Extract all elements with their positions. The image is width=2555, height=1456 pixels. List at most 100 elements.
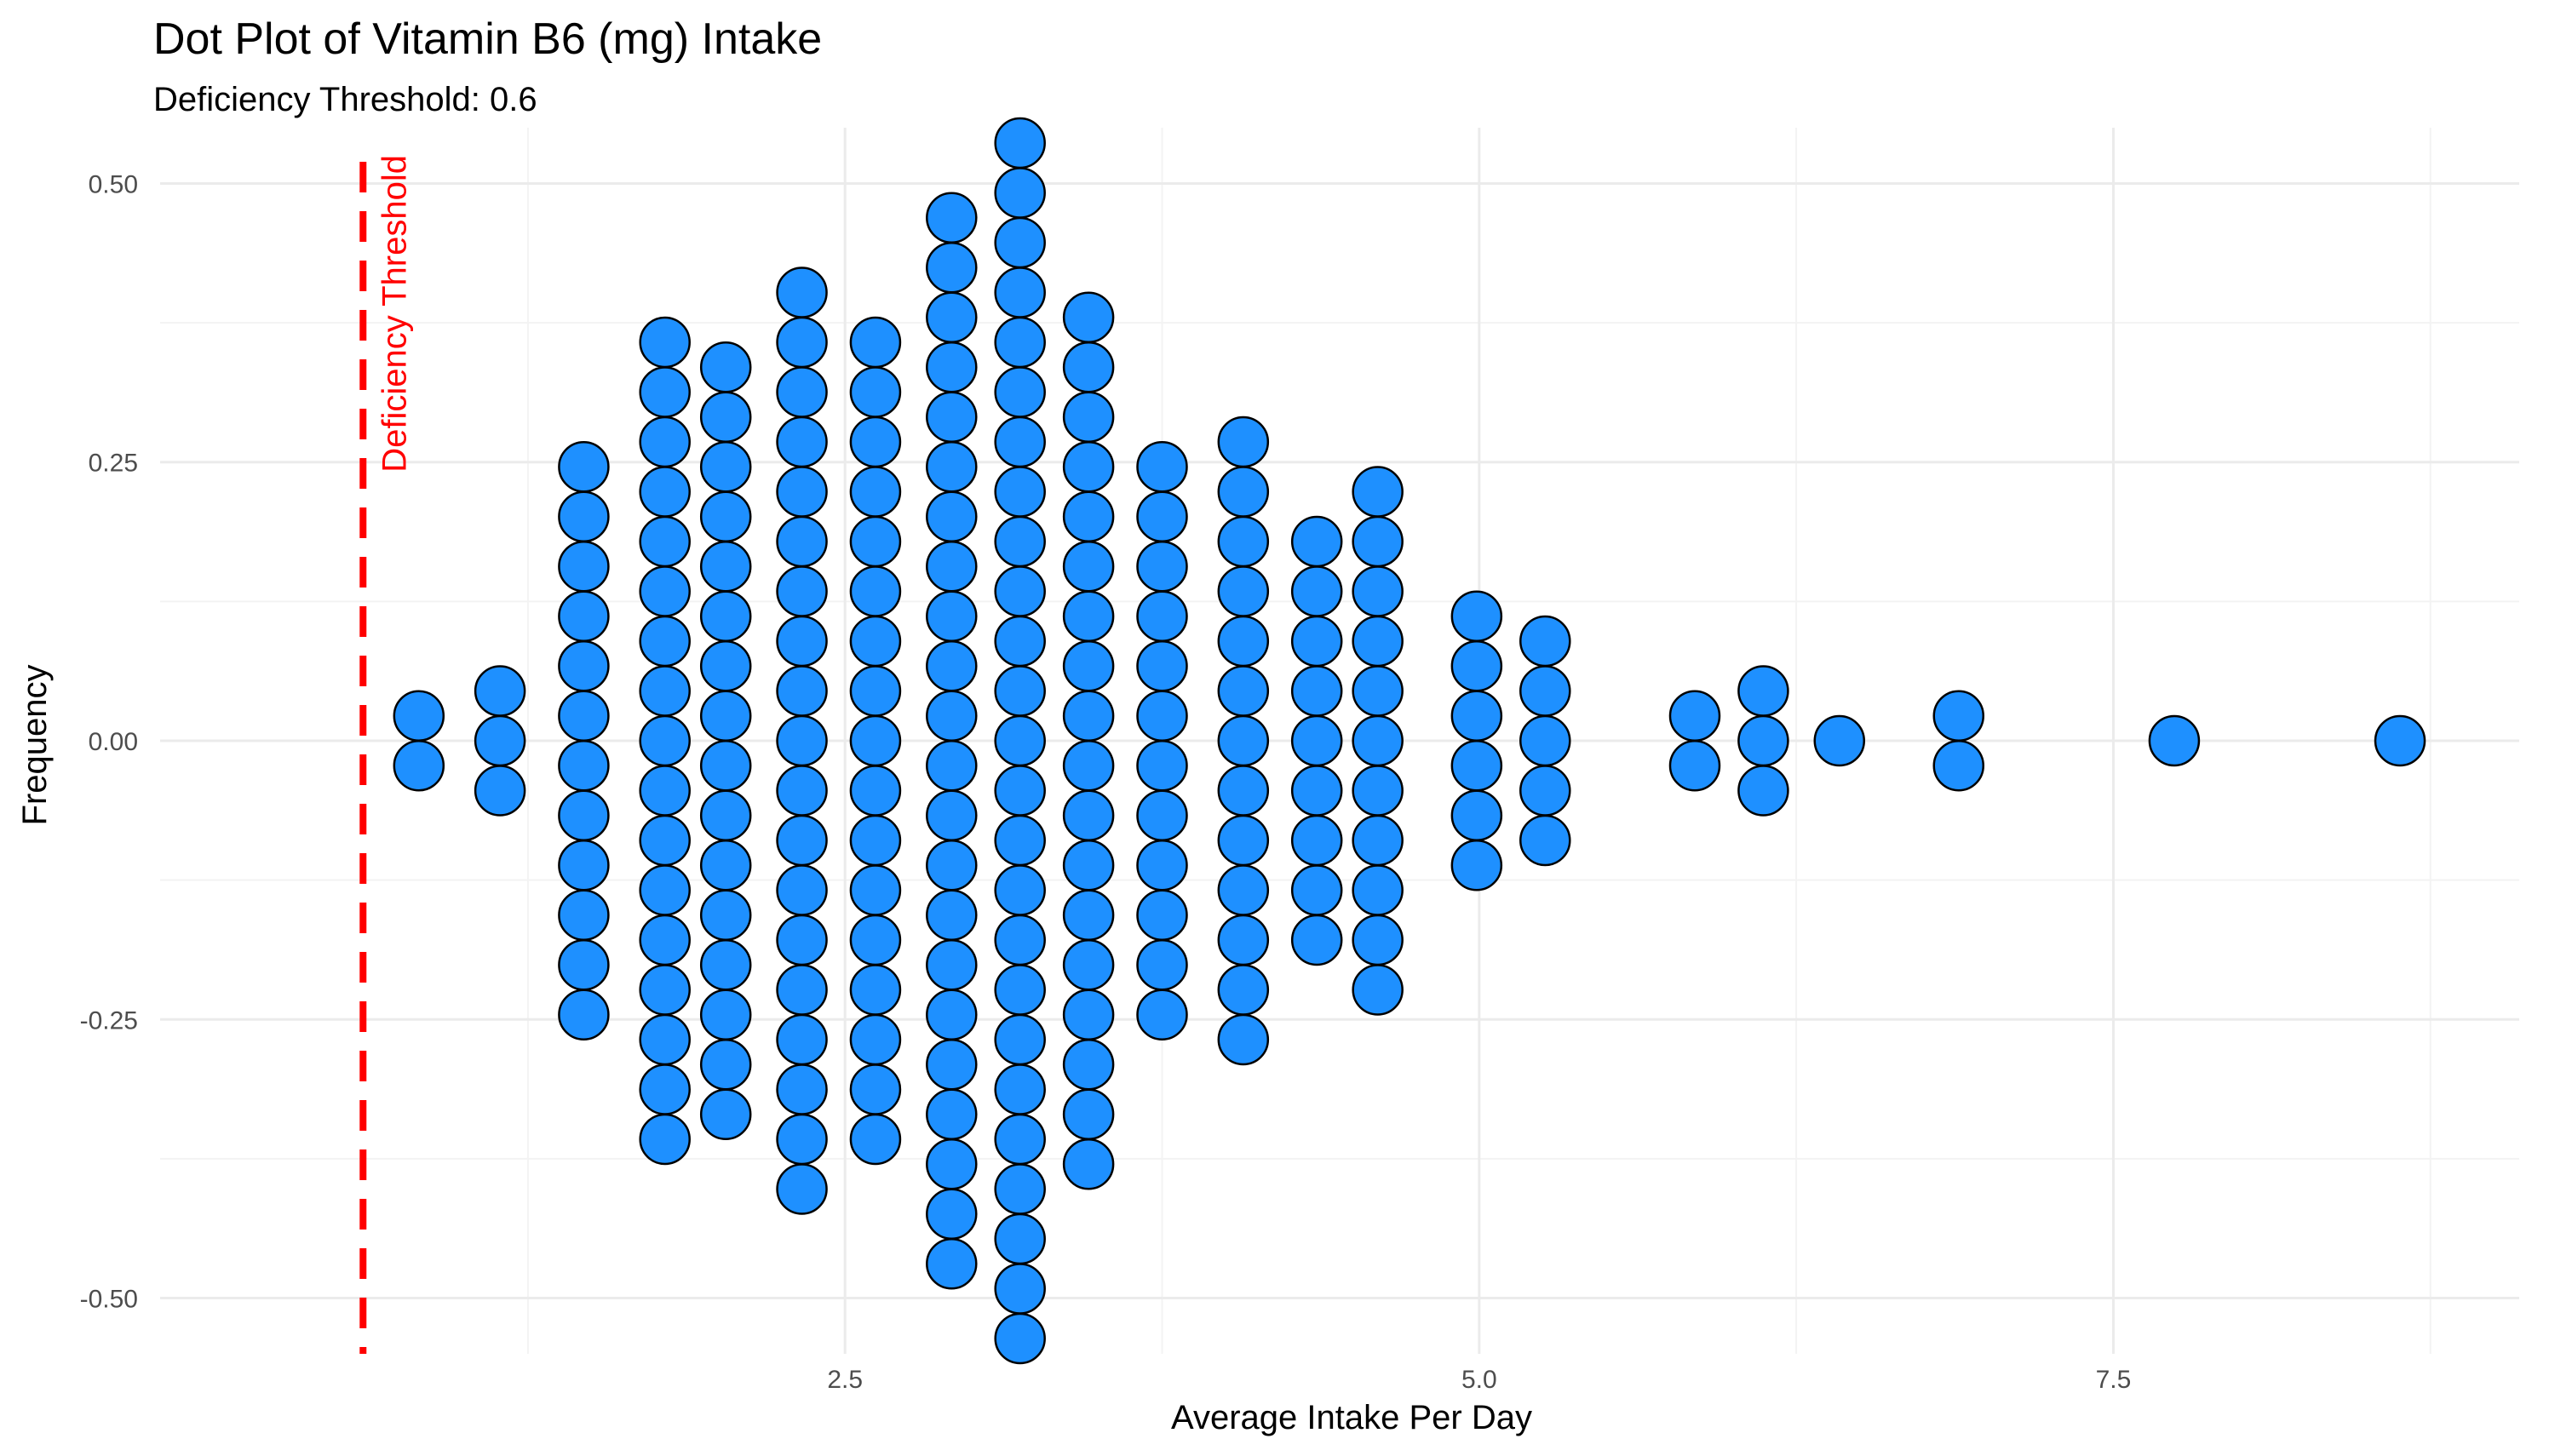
dot-point [1062, 1088, 1115, 1140]
dot-point [994, 1013, 1046, 1066]
dot-point [926, 1039, 978, 1091]
dot-point [474, 714, 526, 767]
dot-point [1136, 690, 1188, 742]
dot-point [1290, 714, 1343, 767]
dot-point [1062, 590, 1115, 642]
dot-point [994, 267, 1046, 318]
dot-point [776, 615, 828, 668]
dot-point [1290, 515, 1343, 568]
dot-point [1519, 765, 1571, 817]
chart-subtitle: Deficiency Threshold: 0.6 [153, 81, 537, 118]
y-axis-title: Frequency [16, 665, 54, 826]
dot-point [1062, 441, 1115, 493]
dot-point [1352, 565, 1404, 617]
dot-point [994, 216, 1046, 269]
dot-point [1352, 665, 1404, 717]
dot-point [639, 814, 691, 867]
dot-point [558, 640, 610, 692]
dot-point [926, 789, 978, 841]
dot-point [639, 714, 691, 767]
dot-point [926, 840, 978, 891]
dot-point [849, 964, 902, 1016]
dot-point [1062, 391, 1115, 443]
dot-point [558, 789, 610, 841]
dot-point [1450, 640, 1503, 692]
x-axis-title: Average Intake Per Day [1171, 1399, 1532, 1436]
dot-point [1217, 714, 1270, 767]
dot-point [1450, 840, 1503, 891]
dot-point [1136, 889, 1188, 941]
dot-point [994, 366, 1046, 418]
dot-point [639, 1063, 691, 1115]
dot-point [1813, 714, 1866, 767]
dot-point [849, 914, 902, 966]
y-tick-label: 0.50 [89, 170, 138, 198]
dot-point [639, 1013, 691, 1066]
dot-point [849, 515, 902, 568]
dot-point [1290, 914, 1343, 966]
dot-point [849, 565, 902, 617]
x-tick-label: 7.5 [2096, 1366, 2132, 1394]
dot-point [926, 889, 978, 941]
dot-point [1062, 939, 1115, 991]
y-tick-label: -0.50 [80, 1286, 138, 1314]
dot-point [639, 565, 691, 617]
dot-point [393, 690, 445, 742]
dot-point [2148, 714, 2201, 767]
dot-point [994, 565, 1046, 617]
dot-point [1737, 665, 1789, 717]
dot-point [1217, 1013, 1270, 1066]
dot-point [994, 316, 1046, 369]
dot-point [1737, 714, 1789, 767]
chart-title: Dot Plot of Vitamin B6 (mg) Intake [153, 14, 822, 64]
dot-point [1062, 789, 1115, 841]
dot-point [1136, 789, 1188, 841]
y-tick-label: 0.00 [89, 728, 138, 756]
dot-point [1217, 914, 1270, 966]
dot-point [926, 690, 978, 742]
dot-point [926, 341, 978, 393]
dot-point [1352, 714, 1404, 767]
dot-point [558, 740, 610, 792]
dot-point [776, 515, 828, 568]
dot-point [1352, 515, 1404, 568]
dot-point [776, 964, 828, 1016]
dot-point [994, 1312, 1046, 1365]
dot-point [699, 341, 752, 393]
dot-point [776, 466, 828, 518]
dot-point [994, 1263, 1046, 1315]
dot-point [1519, 615, 1571, 668]
dot-point [994, 914, 1046, 966]
dot-point [994, 864, 1046, 916]
dot-point [1352, 615, 1404, 668]
dot-point [558, 840, 610, 891]
dot-point [1737, 765, 1789, 817]
dot-point [1290, 615, 1343, 668]
dot-point [849, 665, 902, 717]
dot-point [474, 665, 526, 717]
dot-point [639, 515, 691, 568]
dot-point [639, 864, 691, 916]
dot-point [639, 1113, 691, 1166]
dot-point [926, 1238, 978, 1290]
dot-point [699, 441, 752, 493]
dot-point [849, 615, 902, 668]
dot-point [699, 541, 752, 593]
dot-point [926, 541, 978, 593]
dot-point [1062, 840, 1115, 891]
dot-point [639, 615, 691, 668]
dot-point [1062, 989, 1115, 1040]
dot-point [699, 490, 752, 542]
dot-point [1352, 964, 1404, 1016]
dot-point [2374, 714, 2426, 767]
y-tick-label: 0.25 [89, 450, 138, 478]
dot-point [639, 765, 691, 817]
dot-point [1217, 416, 1270, 468]
dot-point [1519, 714, 1571, 767]
dot-point [994, 615, 1046, 668]
dot-point [1062, 690, 1115, 742]
dot-point [1217, 665, 1270, 717]
dot-point [1062, 291, 1115, 343]
dot-point [699, 690, 752, 742]
dot-point [926, 291, 978, 343]
